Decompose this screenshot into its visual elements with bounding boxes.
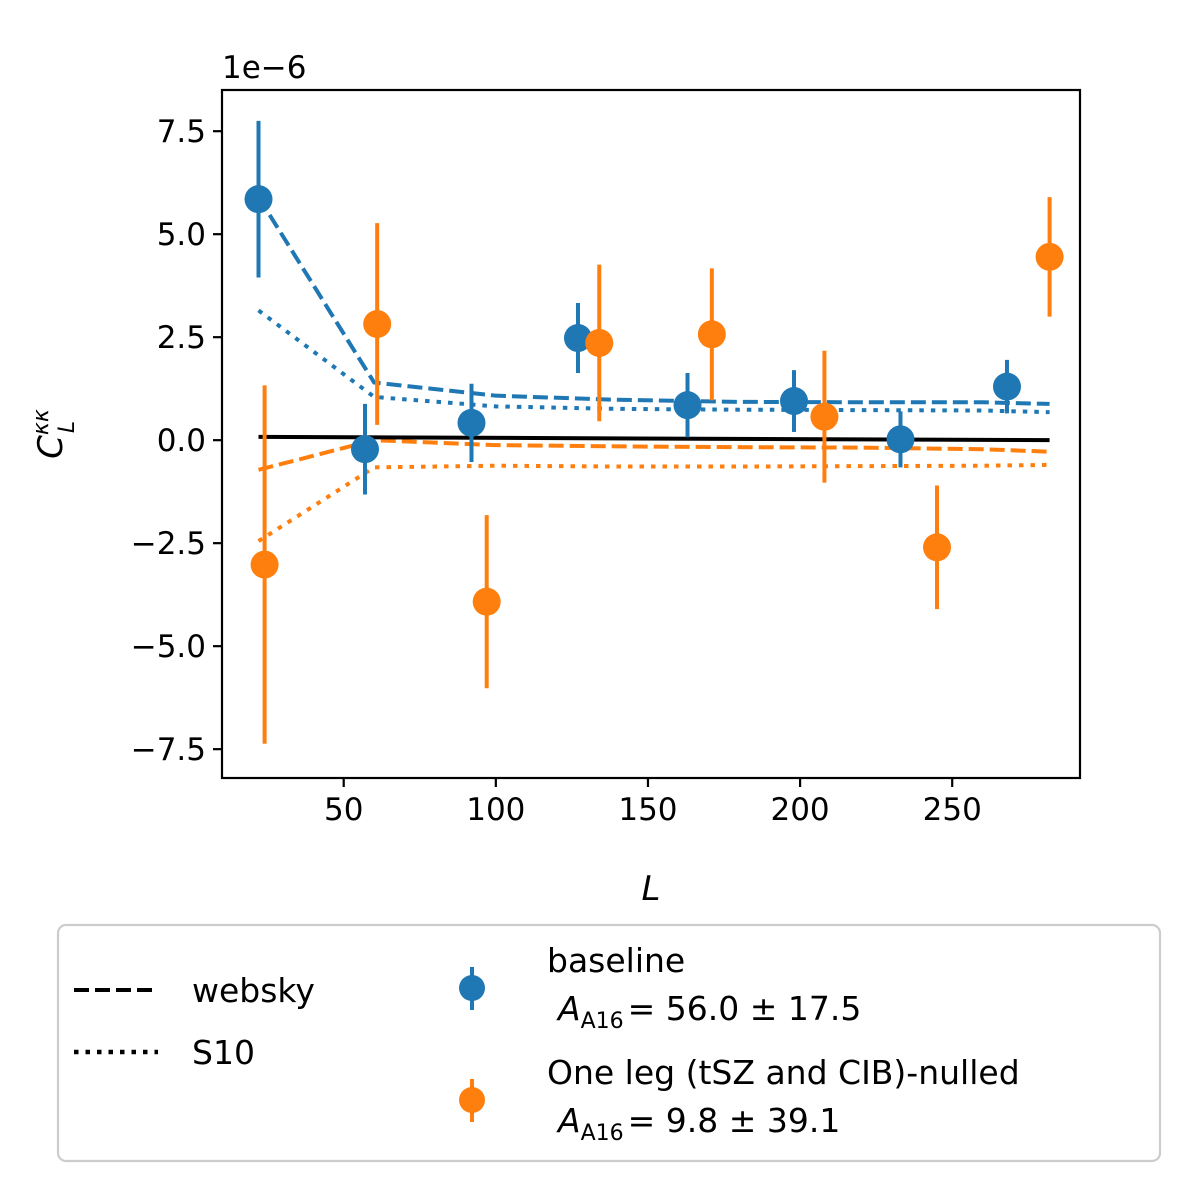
x-tick-label: 250 — [923, 792, 982, 828]
y-tick-label: 5.0 — [157, 217, 206, 253]
y-label-base: C — [31, 435, 71, 459]
svg-text:AA16= 56.0 ± 17.5: AA16 = 56.0 ± 17.5 — [556, 989, 861, 1034]
data-point — [585, 328, 614, 357]
legend-box — [56, 923, 1162, 1163]
data-point — [244, 185, 273, 214]
plot-area — [244, 120, 1064, 744]
data-point — [363, 310, 392, 339]
data-point — [810, 402, 839, 431]
offset-text: 1e−6 — [222, 50, 307, 86]
data-point — [992, 372, 1021, 401]
legend-baseline-amp-symbol: A — [556, 989, 581, 1028]
data-point — [457, 408, 486, 437]
series-nulled — [250, 197, 1064, 744]
legend-nulled-label: One leg (tSZ and CIB)-nulled — [547, 1053, 1020, 1092]
x-tick-label: 150 — [618, 792, 677, 828]
legend-nulled-marker — [459, 1079, 485, 1122]
y-axis-label: CκκL — [29, 409, 80, 459]
x-tick-label: 200 — [770, 792, 829, 828]
data-point — [886, 425, 915, 454]
legend: websky S10 baseline AA16 = 56.0 ± 17.5 On… — [56, 923, 1162, 1163]
model-line-websky-orange — [258, 438, 1050, 472]
legend-baseline-label: baseline — [547, 941, 685, 980]
data-point — [923, 533, 951, 562]
data-point — [780, 387, 808, 416]
data-point — [472, 587, 501, 616]
y-tick-label: −7.5 — [131, 732, 206, 768]
data-point — [563, 324, 592, 353]
y-tick-label: 7.5 — [157, 114, 206, 150]
legend-nulled-amp-symbol: A — [556, 1101, 581, 1140]
legend-baseline-marker — [459, 967, 485, 1010]
svg-text:AA16= 9.8 ± 39.1: AA16 = 9.8 ± 39.1 — [556, 1101, 840, 1146]
plot-frame — [220, 88, 1082, 780]
legend-baseline-amp-sub: A16 — [581, 1009, 624, 1034]
axis-ticks: 50 100 150 200 250 −7.5 −5.0 −2.5 0.0 2.5 5.0 7.5 — [131, 114, 982, 828]
y-tick-label: 2.5 — [157, 320, 206, 356]
x-axis-label: L — [642, 869, 661, 909]
legend-nulled-amp-value: = 9.8 ± 39.1 — [628, 1101, 841, 1140]
data-point — [673, 391, 702, 420]
y-label-sup: κκ — [29, 409, 54, 435]
y-tick-label: −2.5 — [131, 526, 206, 562]
model-line-websky-blue — [256, 196, 1050, 406]
x-tick-label: 50 — [324, 792, 363, 828]
legend-websky-label: websky — [192, 971, 315, 1010]
data-point — [250, 550, 279, 579]
y-tick-label: −5.0 — [131, 629, 206, 665]
series-baseline — [244, 120, 1021, 495]
data-point — [1035, 242, 1064, 271]
model-line-s10-orange — [257, 462, 1050, 543]
y-label-sub: L — [55, 421, 80, 433]
data-point — [351, 435, 379, 464]
legend-s10-label: S10 — [192, 1033, 255, 1072]
legend-nulled-amp-sub: A16 — [581, 1121, 624, 1146]
svg-text:CκκL: CκκL — [29, 409, 80, 459]
legend-baseline-amp-value: = 56.0 ± 17.5 — [628, 989, 862, 1028]
y-tick-label: 0.0 — [157, 423, 206, 459]
reference-line — [258, 434, 1050, 443]
data-point — [697, 320, 726, 349]
x-tick-label: 100 — [466, 792, 525, 828]
